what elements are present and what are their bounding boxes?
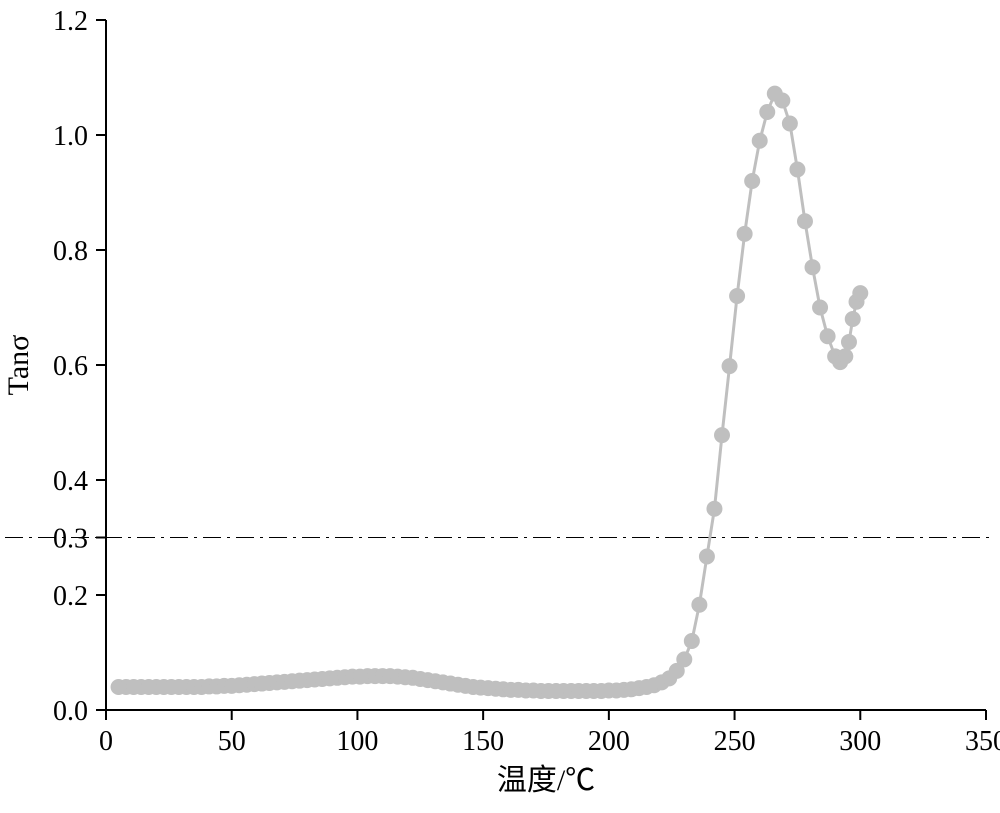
series-marker xyxy=(820,329,835,344)
y-tick-label: 0.8 xyxy=(53,236,88,267)
series-marker xyxy=(699,549,714,564)
series-marker xyxy=(845,312,860,327)
series-marker xyxy=(775,93,790,108)
series-marker xyxy=(692,597,707,612)
series-marker xyxy=(677,652,692,667)
series-marker xyxy=(813,300,828,315)
series-marker xyxy=(760,105,775,120)
y-tick-label-minor: 0.3 xyxy=(53,523,88,554)
x-tick-label: 300 xyxy=(839,726,881,757)
series-marker xyxy=(797,214,812,229)
series-marker xyxy=(730,289,745,304)
series-marker xyxy=(707,501,722,516)
y-tick-label: 1.0 xyxy=(53,121,88,152)
x-tick-label: 50 xyxy=(218,726,246,757)
series-marker xyxy=(737,226,752,241)
series-marker xyxy=(853,286,868,301)
series-marker xyxy=(790,162,805,177)
y-tick-label: 0.2 xyxy=(53,581,88,612)
x-tick-label: 0 xyxy=(99,726,113,757)
x-axis-label: 温度/℃ xyxy=(497,764,595,797)
x-tick-label: 350 xyxy=(965,726,1000,757)
x-tick-label: 150 xyxy=(462,726,504,757)
series-marker xyxy=(684,634,699,649)
y-tick-label: 1.2 xyxy=(53,6,88,37)
series-marker xyxy=(745,174,760,189)
chart-svg: 0 50 100 150 200 250 300 350 温度/℃ 0.0 0.2 0.4 0.6 0.8… xyxy=(0,0,1000,813)
chart-container: 0 50 100 150 200 250 300 350 温度/℃ 0.0 0.2 0.4 0.6 0.8… xyxy=(0,0,1000,813)
y-tick-label: 0.0 xyxy=(53,696,88,727)
series-marker xyxy=(841,335,856,350)
series-marker xyxy=(715,428,730,443)
y-axis-label: Tanσ xyxy=(2,335,35,396)
series-marker xyxy=(805,260,820,275)
x-tick-label: 200 xyxy=(588,726,630,757)
x-tick-label: 100 xyxy=(336,726,378,757)
y-tick-label: 0.4 xyxy=(53,466,88,497)
y-tick-label: 0.6 xyxy=(53,351,88,382)
series-marker xyxy=(722,359,737,374)
series-marker xyxy=(782,116,797,131)
series-marker xyxy=(752,133,767,148)
x-tick-label: 250 xyxy=(714,726,756,757)
series-marker xyxy=(838,349,853,364)
